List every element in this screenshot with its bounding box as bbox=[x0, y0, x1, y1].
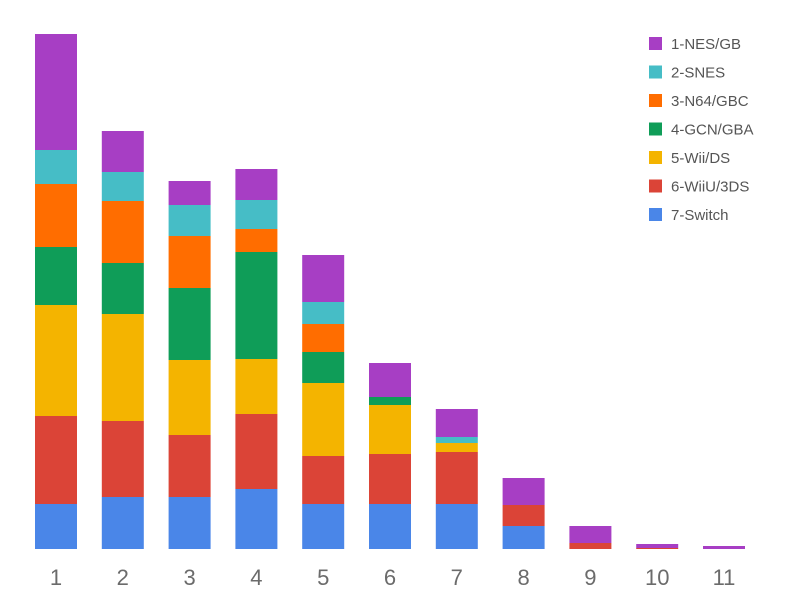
bar-segment-5-5-wii-ds bbox=[302, 383, 345, 456]
legend-label-1-nes-gb: 1-NES/GB bbox=[671, 36, 741, 53]
bar-segment-8-6-wiiu-3ds bbox=[502, 505, 545, 526]
x-tick-label: 4 bbox=[250, 565, 262, 590]
legend-swatch-6-wiiu-3ds bbox=[649, 179, 662, 193]
x-tick-label: 5 bbox=[317, 565, 329, 590]
bar-segment-7-2-snes bbox=[435, 437, 478, 443]
bar-segment-5-3-n64-gbc bbox=[302, 324, 345, 352]
legend-swatch-1-nes-gb bbox=[649, 37, 662, 50]
legend-label-6-wiiu-3ds: 6-WiiU/3DS bbox=[671, 179, 749, 196]
bar-segment-7-7-switch bbox=[435, 504, 478, 549]
bar-segment-5-4-gcn-gba bbox=[302, 352, 345, 383]
legend-swatch-3-n64-gbc bbox=[649, 94, 662, 107]
x-tick-label: 10 bbox=[645, 565, 669, 590]
bar-segment-4-3-n64-gbc bbox=[235, 229, 278, 252]
bar-segment-3-6-wiiu-3ds bbox=[168, 435, 211, 497]
x-tick-label: 8 bbox=[517, 565, 529, 590]
bar-segment-3-1-nes-gb bbox=[168, 181, 211, 205]
bar-segment-3-3-n64-gbc bbox=[168, 236, 211, 288]
bar-segment-7-5-wii-ds bbox=[435, 443, 478, 452]
bar-segment-6-1-nes-gb bbox=[369, 363, 411, 397]
bar-segment-6-6-wiiu-3ds bbox=[369, 454, 411, 504]
bar-segment-2-2-snes bbox=[101, 172, 144, 201]
legend-label-5-wii-ds: 5-Wii/DS bbox=[671, 150, 730, 167]
bar-segment-6-5-wii-ds bbox=[369, 405, 411, 454]
bar-segment-4-4-gcn-gba bbox=[235, 252, 278, 359]
bar-segment-4-7-switch bbox=[235, 489, 278, 549]
bar-segment-6-4-gcn-gba bbox=[369, 397, 411, 405]
bar-segment-5-2-snes bbox=[302, 302, 345, 324]
bar-segment-3-4-gcn-gba bbox=[168, 288, 211, 360]
bar-segment-1-1-nes-gb bbox=[35, 34, 77, 150]
legend-label-3-n64-gbc: 3-N64/GBC bbox=[671, 93, 749, 110]
bar-segment-5-6-wiiu-3ds bbox=[302, 456, 345, 504]
bar-segment-1-6-wiiu-3ds bbox=[35, 416, 77, 504]
bar-segment-4-2-snes bbox=[235, 200, 278, 229]
bar-segment-7-6-wiiu-3ds bbox=[435, 452, 478, 504]
bar-segment-2-6-wiiu-3ds bbox=[101, 421, 144, 497]
bar-segment-2-4-gcn-gba bbox=[101, 263, 144, 314]
bar-segment-5-1-nes-gb bbox=[302, 255, 345, 302]
x-tick-label: 2 bbox=[117, 565, 129, 590]
legend-swatch-4-gcn-gba bbox=[649, 122, 662, 136]
bar-segment-8-1-nes-gb bbox=[502, 478, 545, 505]
bar-segment-9-6-wiiu-3ds bbox=[569, 543, 612, 549]
legend-label-4-gcn-gba: 4-GCN/GBA bbox=[671, 122, 754, 139]
bar-segment-1-3-n64-gbc bbox=[35, 184, 77, 247]
bar-segment-1-5-wii-ds bbox=[35, 305, 77, 416]
legend-swatch-7-switch bbox=[649, 208, 662, 221]
x-tick-label: 7 bbox=[451, 565, 463, 590]
legend-label-2-snes: 2-SNES bbox=[671, 65, 725, 82]
bar-segment-2-7-switch bbox=[101, 497, 144, 549]
x-tick-label: 9 bbox=[584, 565, 596, 590]
bar-segment-3-2-snes bbox=[168, 205, 211, 236]
bar-segment-2-5-wii-ds bbox=[101, 314, 144, 421]
legend-label-7-switch: 7-Switch bbox=[671, 207, 729, 224]
bar-segment-10-6-wiiu-3ds bbox=[636, 548, 679, 549]
bar-segment-1-7-switch bbox=[35, 504, 77, 549]
bar-segment-3-5-wii-ds bbox=[168, 360, 211, 435]
bar-segment-11-1-nes-gb bbox=[703, 546, 745, 549]
bar-segment-7-1-nes-gb bbox=[435, 409, 478, 437]
bar-segment-9-1-nes-gb bbox=[569, 526, 612, 543]
bar-segment-10-1-nes-gb bbox=[636, 544, 679, 548]
bar-segment-8-7-switch bbox=[502, 526, 545, 549]
bar-segment-2-3-n64-gbc bbox=[101, 201, 144, 263]
legend-swatch-5-wii-ds bbox=[649, 151, 662, 164]
x-axis-ticks: 1 2 3 4 5 6 7 8 9 10 11 bbox=[50, 565, 736, 590]
x-tick-label: 1 bbox=[50, 565, 62, 590]
bar-segment-1-4-gcn-gba bbox=[35, 247, 77, 305]
bar-segment-4-5-wii-ds bbox=[235, 359, 278, 414]
bar-segment-3-7-switch bbox=[168, 497, 211, 549]
bar-segment-4-1-nes-gb bbox=[235, 169, 278, 200]
x-tick-label: 3 bbox=[183, 565, 195, 590]
bar-segment-1-2-snes bbox=[35, 150, 77, 184]
legend: 1-NES/GB 2-SNES 3-N64/GBC 4-GCN/GBA 5-Wii/DS… bbox=[649, 36, 754, 224]
x-tick-label: 11 bbox=[713, 565, 736, 590]
bars-group bbox=[35, 34, 745, 549]
bar-segment-2-1-nes-gb bbox=[101, 131, 144, 172]
bar-segment-6-7-switch bbox=[369, 504, 411, 549]
bar-segment-5-7-switch bbox=[302, 504, 345, 549]
x-tick-label: 6 bbox=[384, 565, 396, 590]
bar-segment-4-6-wiiu-3ds bbox=[235, 414, 278, 489]
legend-swatch-2-snes bbox=[649, 65, 662, 79]
